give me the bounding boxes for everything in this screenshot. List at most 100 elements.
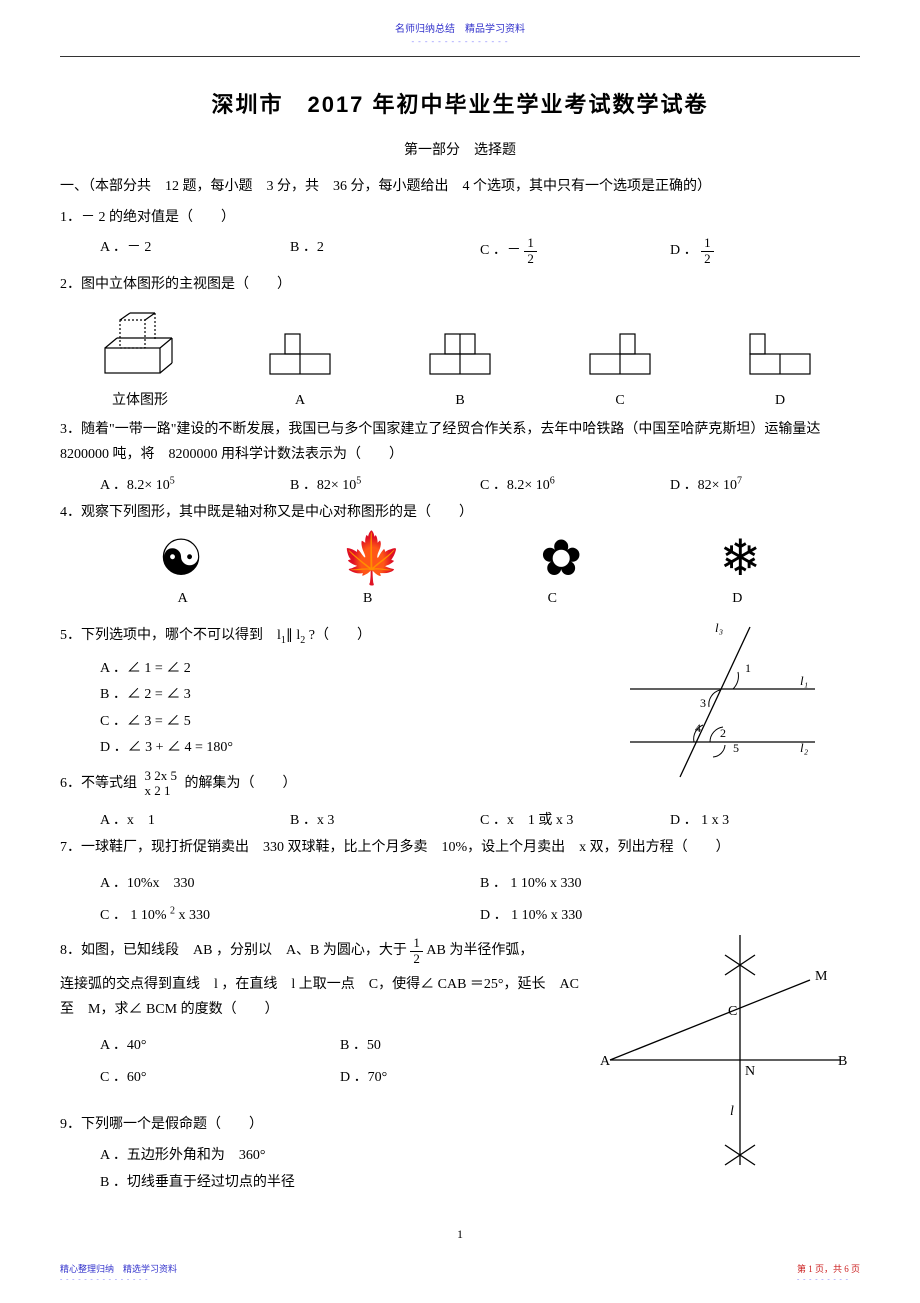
q2-label-c: C — [615, 393, 624, 408]
q2-label-b: B — [455, 393, 464, 408]
q4-symbols: ☯ 🍁 ✿ ❄ — [90, 533, 830, 583]
q6-opt-a: A ．x 1 — [100, 809, 290, 829]
q8-text: 8．如图，已知线段 AB ，分别以 A、B 为圆心，大于 12 AB 为半径作弧… — [60, 936, 580, 966]
q1-opt-a: A ．－ 2 — [100, 236, 290, 266]
page-title: 深圳市 2017 年初中毕业生学业考试数学试卷 — [60, 87, 860, 119]
q8-opt-c: C ．60° — [100, 1066, 340, 1086]
q1-d-pre: D ． — [670, 243, 698, 258]
q5-opt-c: C ．∠ 3 = ∠ 5 — [100, 709, 580, 736]
q5-opt-d: D ．∠ 3 + ∠ 4 = 180° — [100, 735, 580, 762]
q6-options: A ．x 1 B ．x 3 C ．x 1 或 x 3 D ． 1 x 3 — [100, 809, 860, 829]
svg-text:l₃: l₃ — [715, 620, 723, 635]
q5-options: A ．∠ 1 = ∠ 2 B ．∠ 2 = ∠ 3 C ．∠ 3 = ∠ 5 D… — [100, 656, 580, 762]
svg-text:3: 3 — [700, 696, 706, 710]
q4-label-c: C — [548, 591, 557, 607]
q8-opt-b: B ．50 — [340, 1034, 580, 1054]
maple-leaf-icon: 🍁 — [341, 533, 403, 583]
parallel-lines-diagram-icon: l₃ l₁ l₂ 1 3 4 2 5 — [615, 617, 825, 787]
q2-solid: 立体图形 — [60, 305, 220, 409]
q3-opt-d: D ．82× 107 — [670, 474, 860, 494]
q5-opt-b: B ．∠ 2 = ∠ 3 — [100, 682, 580, 709]
svg-text:l: l — [730, 1104, 734, 1119]
perpendicular-bisector-diagram-icon: A B C M N l — [590, 930, 850, 1170]
q5-q6-block: 5．下列选项中，哪个不可以得到 l1∥ l2 ?（ ） A ．∠ 1 = ∠ 2… — [60, 617, 860, 805]
q3-text: 3．随着"一带一路"建设的不断发展，我国已与多个国家建立了经贸合作关系，去年中哈… — [60, 417, 860, 467]
q3-opt-c: C ．8.2× 106 — [480, 474, 670, 494]
q1-c-pre: C ．－ — [480, 243, 521, 258]
q2-opt-c: C — [540, 309, 700, 409]
q4-labels: A B C D — [90, 591, 830, 607]
page-footer: 精心整理归纳 精选学习资料 - - - - - - - - - - - - - … — [60, 1262, 860, 1283]
q5-opt-a: A ．∠ 1 = ∠ 2 — [100, 656, 580, 683]
q3-opt-b: B ．82× 105 — [290, 474, 480, 494]
q8-block: 8．如图，已知线段 AB ，分别以 A、B 为圆心，大于 12 AB 为半径作弧… — [60, 930, 860, 1196]
svg-text:l₂: l₂ — [800, 740, 809, 755]
q9-options: A ．五边形外角和为 360° B ．切线垂直于经过切点的半径 — [100, 1143, 580, 1196]
svg-text:5: 5 — [733, 741, 739, 755]
svg-text:M: M — [815, 969, 828, 984]
q8-options: A ．40° B ．50 C ．60° D ．70° — [100, 1028, 580, 1092]
q6-opt-c: C ．x 1 或 x 3 — [480, 809, 670, 829]
top-header: 名师归纳总结 精品学习资料 — [60, 20, 860, 35]
q1-options: A ．－ 2 B ．2 C ．－ 12 D ． 12 — [100, 236, 860, 266]
front-view-b-icon — [420, 319, 500, 379]
q5-text: 5．下列选项中，哪个不可以得到 l1∥ l2 ?（ ） — [60, 623, 580, 650]
fraction-icon: 12 — [410, 936, 423, 966]
front-view-c-icon — [580, 319, 660, 379]
q2-label-d: D — [775, 393, 785, 408]
q2-opt-a: A — [220, 309, 380, 409]
q6-opt-b: B ．x 3 — [290, 809, 480, 829]
pinwheel-icon: ✿ — [540, 533, 582, 583]
page-number: 1 — [60, 1227, 860, 1242]
q8-opt-a: A ．40° — [100, 1034, 340, 1054]
front-view-d-icon — [740, 319, 820, 379]
q1-text: 1．－ 2 的绝对值是（ ） — [60, 205, 860, 230]
q7-opt-a: A ．10%x 330 — [100, 872, 480, 892]
svg-text:1: 1 — [745, 661, 751, 675]
svg-text:A: A — [600, 1054, 611, 1069]
fraction-icon: 12 — [701, 236, 714, 266]
exam-page: 名师归纳总结 精品学习资料 - - - - - - - - - - - - - … — [0, 0, 920, 1303]
q7-opt-b: B ． 1 10% x 330 — [480, 872, 860, 892]
q1-opt-b: B ．2 — [290, 236, 480, 266]
top-header-dots: - - - - - - - - - - - - - - - — [60, 37, 860, 46]
q4-label-a: A — [178, 591, 188, 607]
q2-label-a: A — [295, 393, 305, 408]
q2-opt-b: B — [380, 309, 540, 409]
yinyang-icon: ☯ — [159, 533, 204, 583]
inequality-system: 3 2x 5 x 2 1 — [145, 768, 178, 799]
q2-figures: 立体图形 A B — [60, 305, 860, 409]
q9-opt-a: A ．五边形外角和为 360° — [100, 1143, 580, 1170]
front-view-a-icon — [260, 319, 340, 379]
q6-text: 6．不等式组 3 2x 5 x 2 1 的解集为（ ） — [60, 768, 580, 799]
q8-text2: 连接弧的交点得到直线 l ，在直线 l 上取一点 C，使得∠ CAB ＝25°，… — [60, 972, 580, 1022]
q7-text: 7．一球鞋厂，现打折促销卖出 330 双球鞋，比上个月多卖 10%，设上个月卖出… — [60, 835, 860, 860]
q9-opt-b: B ．切线垂直于经过切点的半径 — [100, 1170, 580, 1197]
q6-opt-d: D ． 1 x 3 — [670, 809, 860, 829]
q9-text: 9．下列哪一个是假命题（ ） — [60, 1112, 580, 1137]
footer-right: 第 1 页，共 6 页 - - - - - - - - - — [797, 1262, 860, 1283]
section-instruction: 一、（本部分共 12 题，每小题 3 分，共 36 分，每小题给出 4 个选项，… — [60, 174, 860, 199]
q7-options: A ．10%x 330 B ． 1 10% x 330 C ． 1 10% 2 … — [100, 866, 860, 930]
q7-opt-c: C ． 1 10% 2 x 330 — [100, 904, 480, 924]
snowflake-icon: ❄ — [719, 533, 761, 583]
page-subtitle: 第一部分 选择题 — [60, 139, 860, 159]
svg-text:l₁: l₁ — [800, 673, 808, 688]
svg-text:N: N — [745, 1064, 755, 1079]
q4-label-d: D — [732, 591, 742, 607]
q4-text: 4．观察下列图形，其中既是轴对称又是中心对称图形的是（ ） — [60, 500, 860, 525]
svg-text:C: C — [728, 1004, 737, 1019]
divider — [60, 56, 860, 57]
q2-label-solid: 立体图形 — [112, 393, 168, 408]
q3-opt-a: A ．8.2× 105 — [100, 474, 290, 494]
q1-opt-c: C ．－ 12 — [480, 236, 670, 266]
q2-opt-d: D — [700, 309, 860, 409]
q7-opt-d: D ． 1 10% x 330 — [480, 904, 860, 924]
cube-3d-icon — [95, 308, 185, 383]
fraction-icon: 12 — [524, 236, 537, 266]
q2-text: 2．图中立体图形的主视图是（ ） — [60, 272, 860, 297]
q1-opt-d: D ． 12 — [670, 236, 860, 266]
q4-label-b: B — [363, 591, 372, 607]
svg-text:B: B — [838, 1054, 847, 1069]
q8-opt-d: D ．70° — [340, 1066, 580, 1086]
